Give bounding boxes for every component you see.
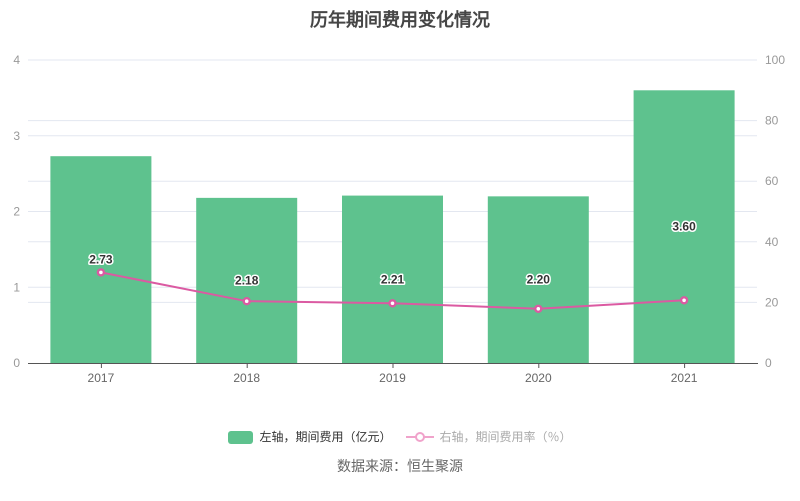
line-point-2021[interactable] (679, 296, 689, 305)
left-axis-tick-label: 0 (13, 356, 20, 370)
bar-value-label-2020: 2.20 (527, 273, 551, 287)
bar-value-label-2019: 2.21 (381, 272, 405, 286)
line-series-marker-icon (405, 430, 434, 444)
legend-item-line-series[interactable]: 右轴，期间费用率（％） (405, 430, 572, 444)
bar-2017[interactable] (50, 156, 152, 363)
bar-2018[interactable] (196, 197, 298, 363)
left-axis-tick-label: 3 (13, 129, 20, 143)
right-axis-tick-label: 0 (765, 356, 772, 370)
right-axis-tick-label: 40 (765, 235, 779, 249)
x-axis-category-label: 2021 (671, 371, 698, 385)
line-point-2019[interactable] (388, 299, 397, 308)
x-axis-category-label: 2019 (379, 371, 406, 385)
legend-label-line-series: 右轴，期间费用率（％） (439, 430, 572, 444)
line-point-2018[interactable] (242, 296, 251, 306)
legend: 左轴，期间费用（亿元） 右轴，期间费用率（％） (0, 430, 800, 444)
bar-series-swatch-icon (228, 430, 254, 444)
line-point-2020[interactable] (534, 304, 543, 313)
left-axis-tick-label: 4 (13, 53, 20, 67)
left-axis-tick-label: 1 (13, 280, 20, 294)
right-axis-tick-label: 80 (765, 114, 779, 128)
bar-2020[interactable] (487, 196, 589, 363)
bar-value-label-2017: 2.73 (89, 253, 113, 267)
data-source-caption: 数据来源：恒生聚源 (337, 458, 463, 474)
bar-2021[interactable] (633, 90, 735, 364)
x-axis-category-label: 2017 (88, 371, 115, 385)
right-axis-tick-label: 60 (765, 174, 779, 188)
bar-value-label-2018: 2.18 (235, 273, 259, 287)
line-point-2017[interactable] (96, 268, 106, 277)
chart-title: 历年期间费用变化情况 (310, 10, 490, 30)
plot-area: 2.732.18 2.21 2.203.6001234020406080100201… (13, 53, 785, 385)
x-axis-category-label: 2018 (233, 371, 260, 385)
legend-item-bar-series[interactable]: 左轴，期间费用（亿元） (228, 430, 392, 444)
bar-2019[interactable] (342, 195, 443, 363)
right-axis-tick-label: 20 (765, 295, 779, 309)
right-axis-tick-label: 100 (765, 53, 785, 67)
x-axis-category-label: 2020 (525, 371, 552, 385)
left-axis-tick-label: 2 (13, 205, 20, 219)
legend-label-bar-series: 左轴，期间费用（亿元） (259, 430, 392, 444)
bar-value-label-2021: 3.60 (672, 220, 696, 234)
